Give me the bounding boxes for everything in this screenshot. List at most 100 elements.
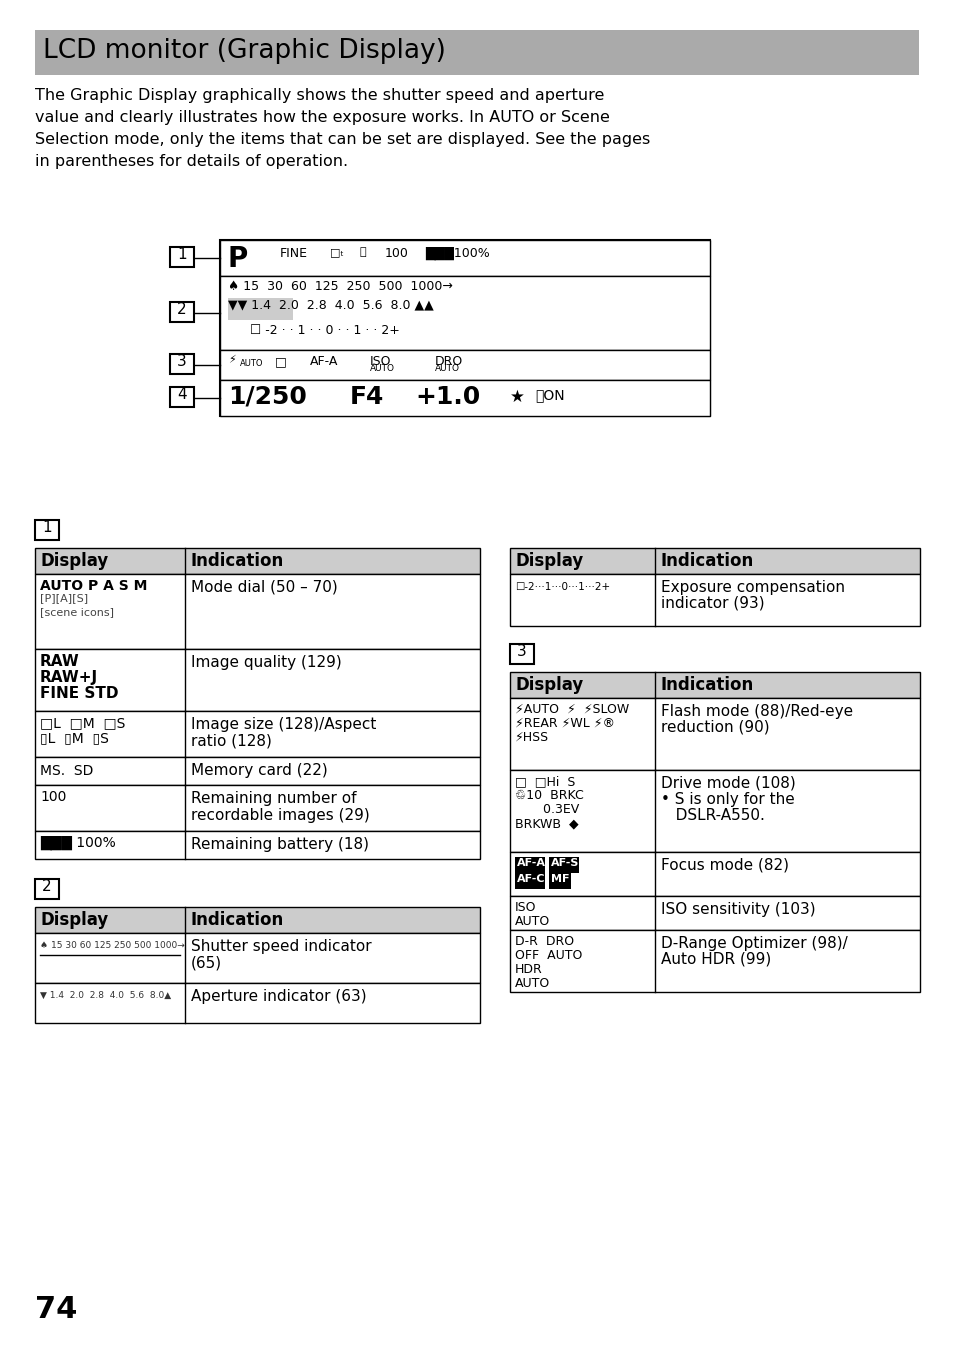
Bar <box>510 644 534 664</box>
Text: Display: Display <box>516 551 583 570</box>
Text: • S is only for the: • S is only for the <box>660 792 794 807</box>
Text: RAW: RAW <box>40 654 80 668</box>
Text: AF-A: AF-A <box>310 355 338 369</box>
Text: Indication: Indication <box>191 551 284 570</box>
Bar <box>35 831 479 859</box>
Text: reduction (90): reduction (90) <box>660 720 769 734</box>
Text: □L  □M  □S: □L □M □S <box>40 716 125 730</box>
Bar <box>220 239 709 276</box>
Bar <box>510 929 919 993</box>
Text: P: P <box>228 245 248 273</box>
Text: ISO sensitivity (103): ISO sensitivity (103) <box>660 902 815 917</box>
Text: Image quality (129): Image quality (129) <box>191 655 341 670</box>
Text: □  □Hi  S: □ □Hi S <box>515 775 575 788</box>
Text: 1: 1 <box>42 521 51 535</box>
Text: F4: F4 <box>350 385 384 409</box>
Text: Mode dial (50 – 70): Mode dial (50 – 70) <box>191 580 337 594</box>
Text: AUTO: AUTO <box>240 359 263 369</box>
Text: AUTO: AUTO <box>370 364 395 373</box>
Text: Indication: Indication <box>660 551 754 570</box>
Text: ▼ 1.4  2.0  2.8  4.0  5.6  8.0▲: ▼ 1.4 2.0 2.8 4.0 5.6 8.0▲ <box>40 991 171 999</box>
Bar <box>35 547 479 574</box>
Text: ▯L  ▯M  ▯S: ▯L ▯M ▯S <box>40 730 109 745</box>
Text: Selection mode, only the items that can be set are displayed. See the pages: Selection mode, only the items that can … <box>35 132 650 147</box>
Text: ratio (128): ratio (128) <box>191 734 272 749</box>
Text: Remaining battery (18): Remaining battery (18) <box>191 837 369 851</box>
Text: Focus mode (82): Focus mode (82) <box>660 858 788 873</box>
Text: Remaining number of: Remaining number of <box>191 791 356 806</box>
Text: OFF  AUTO: OFF AUTO <box>515 950 581 962</box>
Text: ♠ 15 30 60 125 250 500 1000→: ♠ 15 30 60 125 250 500 1000→ <box>40 941 185 950</box>
Text: +1.0: +1.0 <box>415 385 479 409</box>
Text: □ₜ: □ₜ <box>330 247 343 257</box>
Bar <box>35 880 59 898</box>
Text: ⚡HSS: ⚡HSS <box>515 730 549 744</box>
Text: ⓉON: ⓉON <box>535 387 564 402</box>
Text: D-Range Optimizer (98)/: D-Range Optimizer (98)/ <box>660 936 847 951</box>
Bar <box>35 650 479 712</box>
Bar <box>510 698 919 769</box>
Text: Flash mode (88)/Red-eye: Flash mode (88)/Red-eye <box>660 703 852 720</box>
Bar <box>35 785 479 831</box>
Text: Shutter speed indicator: Shutter speed indicator <box>191 939 372 954</box>
Bar <box>515 857 544 873</box>
Bar <box>35 757 479 785</box>
Bar <box>510 851 919 896</box>
Text: 1: 1 <box>177 247 187 262</box>
Text: ★: ★ <box>510 387 524 406</box>
Text: (65): (65) <box>191 956 222 971</box>
Bar <box>35 574 479 650</box>
Bar <box>548 873 571 889</box>
Text: ███100%: ███100% <box>424 247 489 260</box>
Bar <box>220 381 709 416</box>
Text: AUTO: AUTO <box>515 915 550 928</box>
Text: 1/250: 1/250 <box>228 385 307 409</box>
Bar <box>170 387 193 408</box>
Text: Image size (128)/Aspect: Image size (128)/Aspect <box>191 717 376 732</box>
Bar <box>35 933 479 983</box>
Text: in parentheses for details of operation.: in parentheses for details of operation. <box>35 153 348 169</box>
Text: 0.3EV: 0.3EV <box>515 803 578 816</box>
Text: AUTO: AUTO <box>515 976 550 990</box>
Text: Indication: Indication <box>191 911 284 929</box>
Text: HDR: HDR <box>515 963 542 976</box>
Text: AF-S: AF-S <box>551 858 578 868</box>
Text: MS.  SD: MS. SD <box>40 764 93 777</box>
Text: FINE STD: FINE STD <box>40 686 118 701</box>
Text: 3: 3 <box>517 644 526 659</box>
Text: ☐ -2 · · 1 · · 0 · · 1 · · 2+: ☐ -2 · · 1 · · 0 · · 1 · · 2+ <box>250 324 399 338</box>
Bar <box>35 521 59 539</box>
Text: [P][A][S]: [P][A][S] <box>40 593 88 603</box>
Text: BRKWB  ◆: BRKWB ◆ <box>515 816 578 830</box>
Text: Display: Display <box>41 911 110 929</box>
Text: 2: 2 <box>177 303 187 317</box>
Text: indicator (93): indicator (93) <box>660 596 763 611</box>
Text: DSLR-A550.: DSLR-A550. <box>660 808 764 823</box>
Bar <box>35 30 918 75</box>
Text: 74: 74 <box>35 1295 77 1323</box>
Text: Indication: Indication <box>660 677 754 694</box>
Text: Display: Display <box>41 551 110 570</box>
Text: ☐-2···1···0···1···2+: ☐-2···1···0···1···2+ <box>515 582 610 592</box>
Text: Drive mode (108): Drive mode (108) <box>660 776 795 791</box>
Bar <box>228 299 293 320</box>
Text: RAW+J: RAW+J <box>40 670 98 685</box>
Text: FINE: FINE <box>280 247 308 260</box>
Text: [scene icons]: [scene icons] <box>40 607 113 617</box>
Text: ISO: ISO <box>515 901 536 915</box>
Bar <box>510 547 919 574</box>
Bar <box>35 983 479 1024</box>
Text: ⚡: ⚡ <box>228 355 235 364</box>
Text: ⒲: ⒲ <box>359 247 366 257</box>
Bar <box>510 896 919 929</box>
Bar <box>220 276 709 350</box>
Bar <box>170 354 193 374</box>
Text: MF: MF <box>551 874 569 884</box>
Bar <box>510 769 919 851</box>
Bar <box>220 350 709 381</box>
Text: value and clearly illustrates how the exposure works. In AUTO or Scene: value and clearly illustrates how the ex… <box>35 110 609 125</box>
Text: AF-C: AF-C <box>517 874 545 884</box>
Text: ▼▼ 1.4  2.0  2.8  4.0  5.6  8.0 ▲▲: ▼▼ 1.4 2.0 2.8 4.0 5.6 8.0 ▲▲ <box>228 299 434 311</box>
Bar <box>510 574 919 625</box>
Text: ♲10  BRKC: ♲10 BRKC <box>515 790 583 802</box>
